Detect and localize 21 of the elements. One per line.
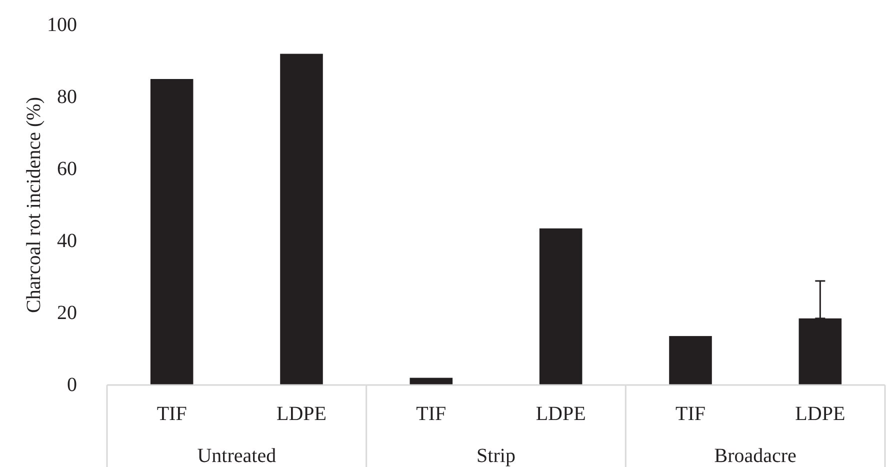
y-tick-label: 60 [57, 158, 77, 180]
y-tick-label: 40 [57, 230, 77, 252]
y-tick-label: 20 [57, 302, 77, 324]
x-tick-label: TIF [156, 403, 187, 425]
y-tick-label: 80 [57, 86, 77, 108]
bar [150, 79, 194, 385]
bar [280, 54, 323, 385]
x-tick-label: LDPE [795, 403, 846, 425]
x-tick-label: TIF [676, 403, 706, 425]
text: Untreated [197, 445, 276, 467]
y-tick-label: 0 [67, 374, 77, 396]
bar [410, 378, 453, 385]
x-tick-label: LDPE [536, 403, 586, 425]
bar [669, 336, 712, 385]
text: Strip [476, 445, 516, 467]
bar [539, 228, 582, 385]
x-tick-label: TIF [416, 403, 446, 425]
y-axis-title: Charcoal rot incidence (%) [23, 96, 45, 314]
y-tick-label: 100 [47, 14, 77, 36]
text: Broadacre [714, 445, 797, 467]
x-tick-label: LDPE [276, 403, 326, 425]
